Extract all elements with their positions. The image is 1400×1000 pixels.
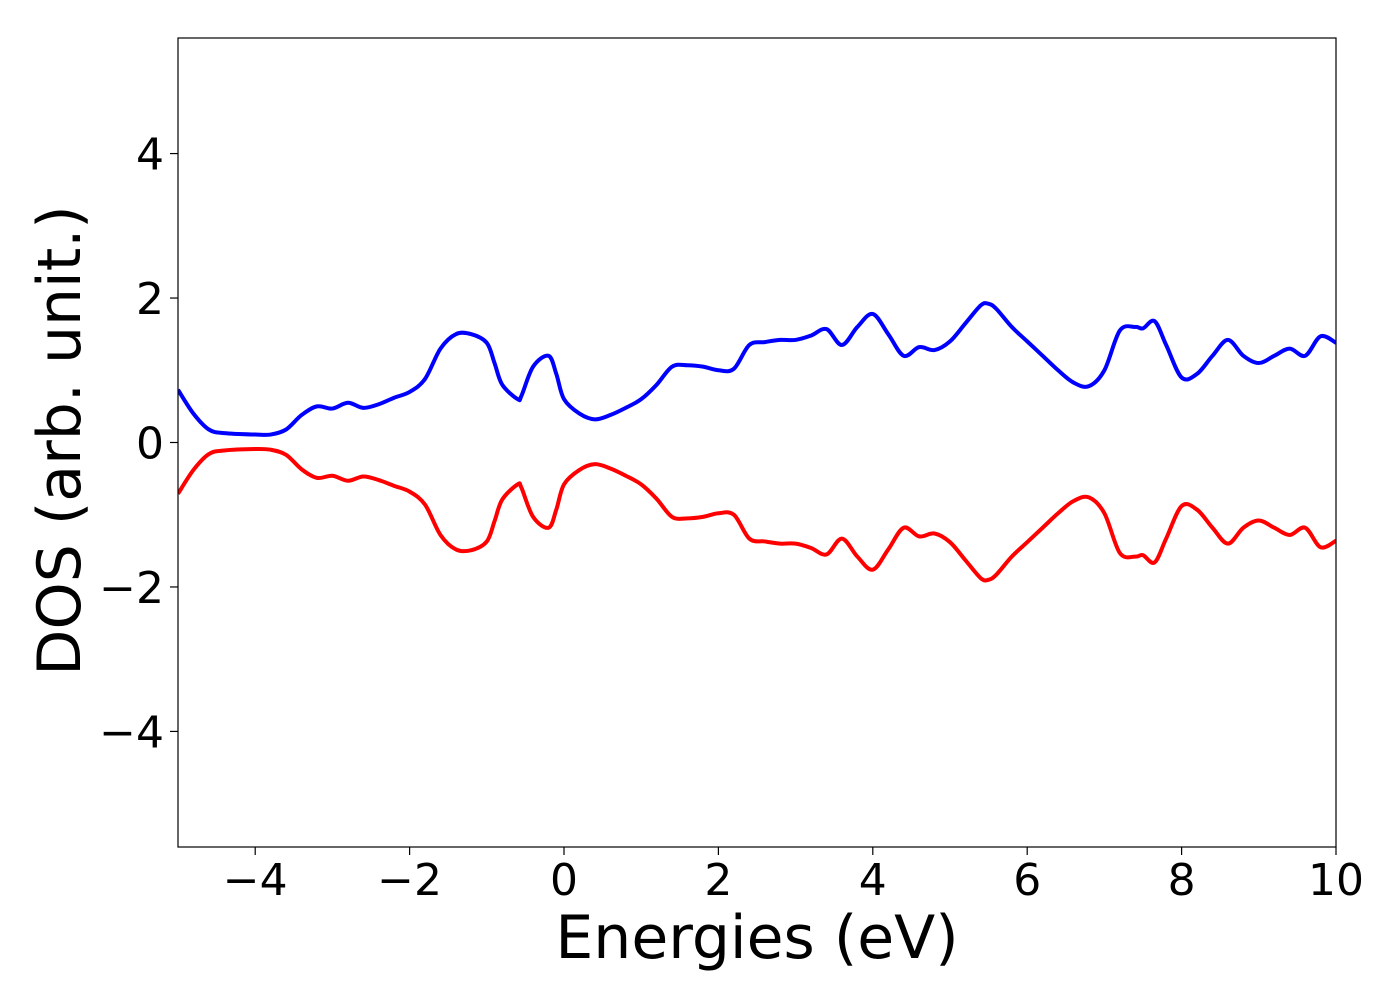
x-tick-label: 0 [550,855,578,906]
ticks-layer: −4 −2 0 2 4 6 8 10 −4 −2 0 2 4 [99,130,1364,906]
y-tick-label: −2 [99,563,164,614]
y-tick-label: −4 [99,707,164,758]
plot-frame [177,37,1337,848]
x-tick-label: 4 [859,855,887,906]
x-tick-label: 6 [1013,855,1041,906]
series-line-2 [178,446,1336,583]
series-layer [178,301,1336,583]
y-tick-label: 0 [136,419,164,470]
series-line-1 [178,301,1336,437]
y-tick-label: 4 [136,130,164,181]
x-tick-label: −4 [223,855,288,906]
x-tick-label: 8 [1168,855,1196,906]
x-tick-label: 2 [704,855,732,906]
y-axis-title: DOS (arb. unit.) [25,205,95,675]
x-axis-title: Energies (eV) [555,903,958,973]
x-tick-label: −2 [377,855,442,906]
y-tick-label: 2 [136,274,164,325]
x-tick-label: 10 [1308,855,1364,906]
